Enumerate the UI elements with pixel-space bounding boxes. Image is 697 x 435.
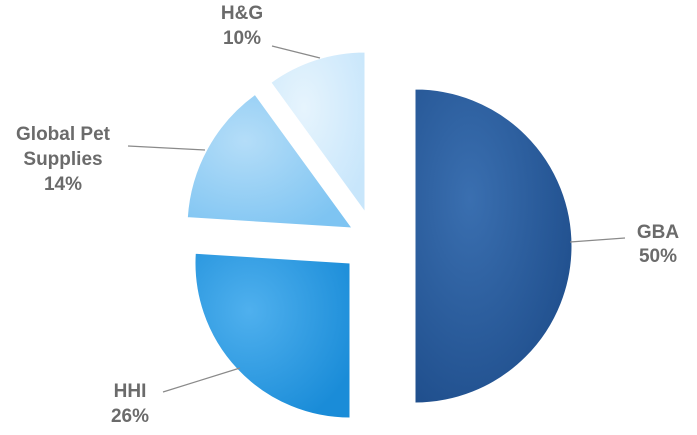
pie-slice-gba xyxy=(414,88,573,404)
slice-label-line: 26% xyxy=(111,406,149,427)
leader-line xyxy=(569,237,626,243)
labels-layer: GBA 50% HHI 26% Global Pet Supplies 14% H&G 10% xyxy=(16,3,679,427)
slice-label-line: H&G xyxy=(221,3,263,24)
slices-layer xyxy=(186,51,573,419)
slice-label: H&G 10% xyxy=(221,3,263,49)
slice-label-line: 10% xyxy=(223,28,261,49)
leader-line xyxy=(271,45,321,59)
slice-label-line: 50% xyxy=(639,246,677,267)
leader-line xyxy=(162,367,241,393)
slice-label-line: Supplies xyxy=(23,149,102,170)
slice-label-line: HHI xyxy=(114,381,147,402)
slice-label-line: Global Pet xyxy=(16,124,111,145)
slice-label-line: 14% xyxy=(44,174,82,195)
leader-line xyxy=(127,145,206,151)
pie-slice-hhi xyxy=(194,252,351,419)
pie-slice-h-g xyxy=(270,51,366,214)
slice-label: Global Pet Supplies 14% xyxy=(16,124,111,195)
slice-label-line: GBA xyxy=(637,222,680,243)
slice-label: HHI 26% xyxy=(111,381,149,427)
slice-label: GBA 50% xyxy=(637,222,680,267)
pie-slice-global-pet-supplies xyxy=(186,93,354,229)
